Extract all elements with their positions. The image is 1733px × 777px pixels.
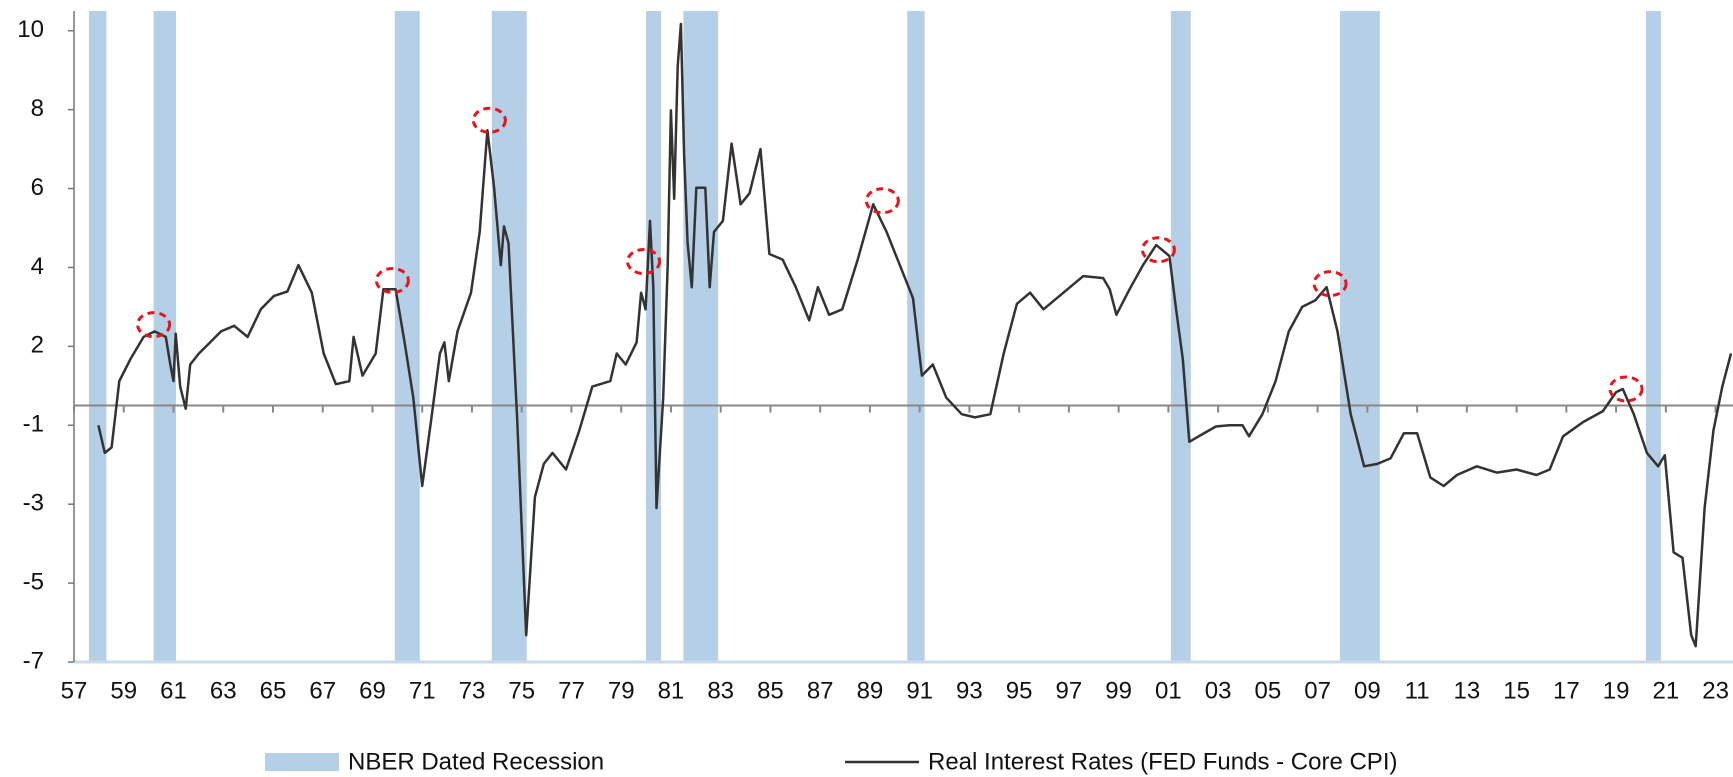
highlight-circle [374,266,410,294]
x-tick-label: 99 [1105,677,1132,704]
recession-band [683,11,719,662]
x-tick-label: 17 [1553,677,1580,704]
x-tick-label: 67 [309,677,336,704]
x-tick-label: 19 [1603,677,1630,704]
y-tick-label: 2 [31,332,44,359]
x-tick-label: 87 [807,677,834,704]
x-tick-label: 59 [110,677,137,704]
highlight-circle [136,311,172,339]
x-tick-label: 03 [1205,677,1232,704]
recession-band [491,11,527,662]
x-tick-label: 57 [61,677,88,704]
y-tick-label: 4 [31,253,44,280]
x-tick-label: 97 [1056,677,1083,704]
x-tick-label: 63 [210,677,237,704]
legend-swatch-recession [265,753,339,771]
x-tick-label: 69 [359,677,386,704]
highlight-circle [864,187,900,215]
recession-band [394,11,420,662]
x-tick-label: 89 [857,677,884,704]
x-tick-label: 13 [1454,677,1481,704]
x-tick-label: 93 [956,677,983,704]
y-tick-label: -7 [23,647,44,674]
x-tick-label: 71 [409,677,436,704]
x-tick-label: 95 [1006,677,1033,704]
highlight-circle [1608,375,1644,403]
y-tick-label: -3 [23,490,44,517]
y-tick-label: 6 [31,174,44,201]
x-tick-label: 83 [707,677,734,704]
x-tick-label: 07 [1304,677,1331,704]
highlight-circle [1140,236,1176,264]
x-tick-label: 73 [459,677,486,704]
x-tick-label: 65 [260,677,287,704]
x-tick-label: 21 [1652,677,1679,704]
y-tick-label: -1 [23,411,44,438]
series-line [97,22,1733,648]
x-tick-label: 23 [1702,677,1729,704]
x-tick-label: 05 [1255,677,1282,704]
recession-band [907,11,925,662]
highlight-circle [471,106,507,134]
x-tick-label: 79 [608,677,635,704]
x-tick-label: 15 [1503,677,1530,704]
y-tick-label: 8 [31,95,44,122]
x-tick-label: 77 [558,677,585,704]
legend-label: NBER Dated Recession [348,748,604,775]
x-tick-label: 09 [1354,677,1381,704]
highlight-circle [626,248,662,276]
x-tick-label: 01 [1155,677,1182,704]
recession-band [1340,11,1380,662]
legend-label: Real Interest Rates (FED Funds - Core CP… [928,748,1397,775]
x-tick-label: 85 [757,677,784,704]
x-tick-label: 91 [906,677,933,704]
recession-band [1645,11,1661,662]
x-tick-label: 81 [658,677,685,704]
x-tick-label: 75 [508,677,535,704]
y-tick-label: 10 [17,16,44,43]
x-tick-label: 11 [1405,677,1430,704]
highlight-circle [1312,270,1348,298]
recession-band [88,11,107,662]
x-tick-label: 61 [160,677,187,704]
y-tick-label: -5 [23,568,44,595]
